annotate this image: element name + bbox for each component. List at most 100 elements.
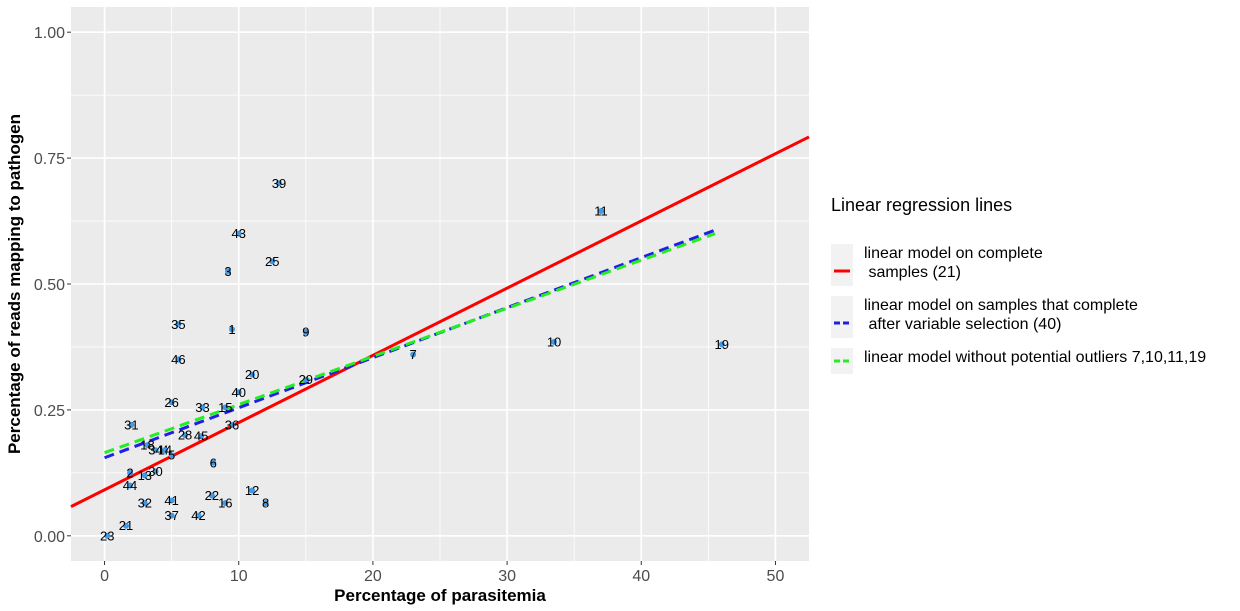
point-marker (551, 338, 558, 345)
point-label: 9 (302, 324, 309, 339)
point-label: 23 (100, 528, 114, 543)
regression-line-red (70, 135, 810, 508)
point-marker (222, 500, 229, 507)
data-point-13: 13 (138, 468, 152, 483)
data-point-45: 45 (194, 429, 208, 444)
legend-item-2: linear model on samples that complete af… (831, 296, 1138, 338)
regression-line-green (104, 232, 716, 455)
data-points: 1234567891011121314151618192021222325262… (100, 176, 729, 544)
point-label: 42 (191, 508, 205, 523)
point-marker (128, 422, 135, 429)
data-point-14: 14 (158, 443, 172, 458)
point-label: 3 (224, 264, 231, 279)
x-axis: 0 10 20 30 40 50 (100, 561, 784, 585)
legend-key (831, 244, 853, 286)
data-point-42: 42 (191, 508, 205, 523)
data-point-33: 33 (195, 400, 209, 415)
data-point-26: 26 (164, 395, 178, 410)
data-point-32: 32 (138, 496, 152, 511)
point-marker (168, 512, 175, 519)
legend-label: linear model on complete (864, 245, 1043, 262)
point-label: 1 (228, 322, 235, 337)
point-label: 26 (164, 395, 178, 410)
legend-key (831, 348, 853, 374)
point-marker (269, 258, 276, 265)
point-marker (141, 472, 148, 479)
point-marker (410, 351, 417, 358)
data-point-37: 37 (164, 508, 178, 523)
data-point-40: 40 (231, 385, 245, 400)
data-point-41: 41 (164, 493, 178, 508)
point-label: 25 (265, 254, 279, 269)
point-label: 39 (272, 176, 286, 191)
point-marker (168, 497, 175, 504)
data-point-46: 46 (171, 352, 185, 367)
data-point-2: 2 (126, 465, 133, 480)
y-axis-title: Percentage of reads mapping to pathogen (5, 114, 24, 454)
y-tick-label: 0.00 (34, 529, 65, 546)
data-point-15: 15 (218, 400, 232, 415)
point-label: 13 (138, 468, 152, 483)
point-marker (123, 522, 130, 529)
y-tick-label: 0.75 (34, 151, 65, 168)
point-label: 20 (245, 367, 259, 382)
data-point-20: 20 (245, 367, 259, 382)
data-point-3: 3 (224, 264, 231, 279)
point-marker (161, 447, 168, 454)
point-marker (210, 459, 217, 466)
point-label: 5 (168, 448, 175, 463)
point-marker (127, 469, 134, 476)
point-label: 29 (299, 372, 313, 387)
data-point-10: 10 (547, 334, 561, 349)
point-label: 44 (123, 478, 137, 493)
data-point-35: 35 (171, 317, 185, 332)
legend-item-1: linear model on complete samples (21) (831, 244, 1043, 286)
point-marker (141, 500, 148, 507)
point-label: 35 (171, 317, 185, 332)
point-label: 45 (194, 429, 208, 444)
point-label: 2 (126, 465, 133, 480)
x-tick-label: 40 (632, 568, 650, 585)
point-label: 14 (158, 443, 172, 458)
point-marker (175, 356, 182, 363)
point-marker (152, 468, 159, 475)
data-point-28: 28 (178, 428, 192, 443)
point-marker (168, 452, 175, 459)
data-point-25: 25 (265, 254, 279, 269)
data-point-22: 22 (205, 488, 219, 503)
x-tick-label: 0 (100, 568, 109, 585)
data-point-16: 16 (218, 496, 232, 511)
data-point-31: 31 (124, 418, 138, 433)
point-label: 8 (262, 496, 269, 511)
x-tick-label: 10 (230, 568, 248, 585)
x-tick-label: 30 (498, 568, 516, 585)
point-label: 40 (231, 385, 245, 400)
x-tick-label: 50 (767, 568, 785, 585)
legend-label: linear model without potential outliers … (864, 349, 1206, 366)
point-marker (302, 376, 309, 383)
point-marker (249, 371, 256, 378)
point-label: 21 (119, 518, 133, 533)
legend-label: linear model on samples that complete (864, 297, 1138, 314)
point-label: 37 (164, 508, 178, 523)
point-label: 28 (178, 428, 192, 443)
point-marker (302, 328, 309, 335)
point-marker (598, 207, 605, 214)
regression-lines (70, 135, 810, 508)
x-tick-label: 20 (364, 568, 382, 585)
data-point-21: 21 (119, 518, 133, 533)
point-marker (249, 487, 256, 494)
point-label: 43 (231, 226, 245, 241)
point-marker (235, 230, 242, 237)
y-tick-label: 1.00 (34, 25, 65, 42)
point-label: 19 (715, 337, 729, 352)
point-marker (718, 341, 725, 348)
legend-title: Linear regression lines (831, 195, 1012, 215)
data-point-6: 6 (210, 455, 217, 470)
point-marker (198, 433, 205, 440)
point-label: 16 (218, 496, 232, 511)
point-label: 10 (547, 334, 561, 349)
point-marker (144, 442, 151, 449)
point-marker (127, 482, 134, 489)
y-axis: 0.00 0.25 0.50 0.75 1.00 (34, 25, 71, 546)
